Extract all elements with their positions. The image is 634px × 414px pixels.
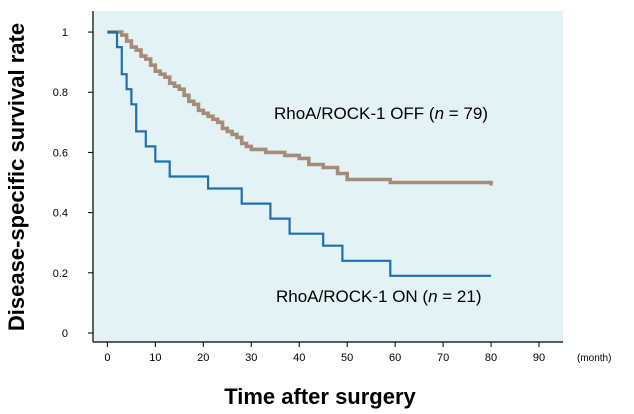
x-tick-label: 80 — [485, 352, 497, 364]
y-tick-label: 0.6 — [53, 147, 68, 159]
y-tick-label: 0.2 — [53, 268, 68, 280]
x-tick-label: 10 — [149, 352, 161, 364]
y-tick-label: 0 — [62, 328, 68, 340]
y-tick-label: 0.8 — [53, 87, 68, 99]
y-tick-label: 0.4 — [53, 208, 68, 220]
x-tick-label: 30 — [245, 352, 257, 364]
x-tick-label: 50 — [341, 352, 353, 364]
x-unit-label: (month) — [577, 353, 611, 364]
x-tick-label: 40 — [293, 352, 305, 364]
x-axis-title: Time after surgery — [224, 384, 416, 409]
x-tick-label: 70 — [437, 352, 449, 364]
x-tick-label: 20 — [197, 352, 209, 364]
y-tick-label: 1 — [62, 27, 68, 39]
series-label-on: RhoA/ROCK-1 ON (n = 21) — [276, 287, 482, 306]
x-tick-label: 90 — [533, 352, 545, 364]
x-tick-label: 0 — [104, 352, 110, 364]
y-axis-title: Disease-specific survival rate — [4, 23, 29, 331]
series-line-off — [107, 30, 493, 186]
x-tick-label: 60 — [389, 352, 401, 364]
series-label-off: RhoA/ROCK-1 OFF (n = 79) — [274, 104, 488, 123]
series-line-on — [107, 31, 492, 277]
